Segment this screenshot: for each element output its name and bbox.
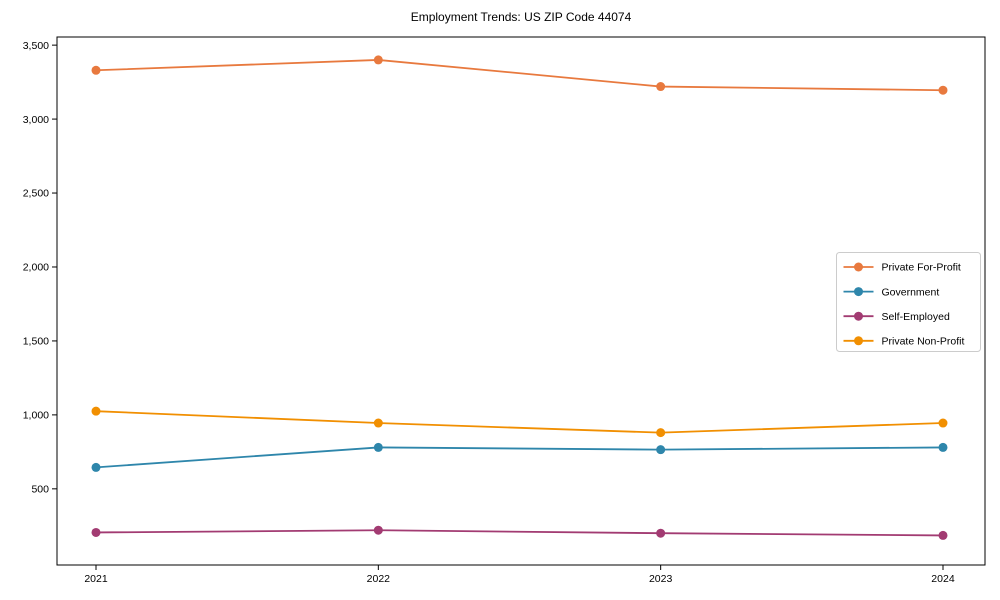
data-point-self-employed-2021	[91, 527, 101, 537]
series-layer	[91, 55, 948, 540]
axes-frame	[56, 36, 986, 566]
data-point-government-2024	[938, 442, 948, 452]
data-point-self-employed-2022	[373, 525, 383, 535]
y-tick-label: 3,000	[23, 114, 49, 126]
legend: Private For-Profit Government Self-Employe…	[836, 252, 981, 352]
axes-layer: 500 1,000 1,500 2,000 2,500 3,000 3,500 2021 202…	[23, 36, 986, 585]
y-tick-label: 1,000	[23, 410, 49, 422]
x-tick-label: 2022	[367, 573, 391, 585]
series-line-private-non-profit	[95, 410, 944, 434]
legend-marker-government	[854, 287, 863, 297]
series-line-government	[95, 446, 943, 469]
data-point-private-non-profit-2023	[656, 428, 666, 438]
legend-box	[836, 252, 981, 352]
x-tick-label: 2023	[649, 573, 673, 585]
series-line-self-employed	[95, 529, 943, 537]
legend-label-government: Government	[882, 286, 940, 298]
data-point-private-for-profit-2021	[91, 65, 101, 75]
data-point-government-2021	[91, 462, 101, 472]
legend-marker-self-employed	[854, 311, 863, 321]
data-point-private-for-profit-2023	[656, 82, 666, 92]
y-tick-label: 500	[31, 484, 49, 496]
data-point-self-employed-2023	[656, 528, 666, 538]
legend-marker-private-for-profit	[854, 262, 863, 272]
x-tick-label: 2021	[84, 573, 108, 585]
series-line-private-for-profit	[95, 59, 944, 92]
data-point-private-for-profit-2024	[938, 85, 948, 95]
data-point-private-non-profit-2021	[91, 406, 101, 416]
chart-title: Employment Trends: US ZIP Code 44074	[411, 10, 632, 24]
data-point-private-non-profit-2024	[938, 418, 948, 428]
legend-label-private-non-profit: Private Non-Profit	[882, 336, 965, 348]
y-tick-label: 2,500	[23, 188, 49, 200]
y-tick-label: 3,500	[23, 40, 49, 52]
legend-label-self-employed: Self-Employed	[882, 311, 950, 323]
y-tick-label: 2,000	[23, 262, 49, 274]
legend-label-private-for-profit: Private For-Profit	[882, 262, 961, 274]
data-point-government-2023	[656, 445, 666, 455]
data-point-private-non-profit-2022	[373, 418, 383, 428]
data-point-government-2022	[373, 442, 383, 452]
x-tick-label: 2024	[931, 573, 955, 585]
legend-marker-private-non-profit	[854, 336, 863, 346]
data-point-private-for-profit-2022	[373, 55, 383, 65]
data-point-self-employed-2024	[938, 530, 948, 540]
y-tick-label: 1,500	[23, 336, 49, 348]
